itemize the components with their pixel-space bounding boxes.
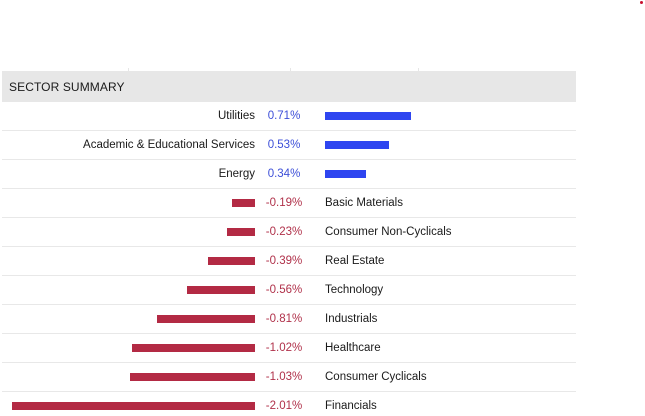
sector-row[interactable]: Utilities 0.71% xyxy=(2,102,576,131)
positive-change-bar xyxy=(325,141,389,149)
panel-title: SECTOR SUMMARY xyxy=(9,79,125,94)
sector-change: 0.71% xyxy=(267,110,301,122)
sector-change: -1.03% xyxy=(265,371,303,383)
negative-change-bar xyxy=(232,199,255,207)
sector-row[interactable]: Healthcare -1.02% xyxy=(2,334,576,363)
sector-name: Consumer Cyclicals xyxy=(325,371,427,383)
sector-change: 0.34% xyxy=(267,168,301,180)
sector-name: Basic Materials xyxy=(325,197,403,209)
sector-change: -2.01% xyxy=(265,400,303,412)
sector-row[interactable]: Basic Materials -0.19% xyxy=(2,189,576,218)
sector-name: Healthcare xyxy=(325,342,381,354)
sector-row[interactable]: Technology -0.56% xyxy=(2,276,576,305)
sector-row[interactable]: Consumer Non-Cyclicals -0.23% xyxy=(2,218,576,247)
sector-name: Utilities xyxy=(217,110,255,122)
sector-name: Financials xyxy=(325,400,377,412)
top-divider-ticks xyxy=(0,68,576,72)
sector-row[interactable]: Real Estate -0.39% xyxy=(2,247,576,276)
sector-row[interactable]: Consumer Cyclicals -1.03% xyxy=(2,363,576,392)
sector-name: Academic & Educational Services xyxy=(83,139,255,151)
negative-change-bar xyxy=(227,228,255,236)
sector-change: -1.02% xyxy=(265,342,303,354)
positive-change-bar xyxy=(325,170,366,178)
sector-change: -0.23% xyxy=(265,226,303,238)
sector-name: Consumer Non-Cyclicals xyxy=(325,226,452,238)
sector-row[interactable]: Academic & Educational Services 0.53% xyxy=(2,131,576,160)
sector-row[interactable]: Industrials -0.81% xyxy=(2,305,576,334)
negative-change-bar xyxy=(130,373,255,381)
positive-change-bar xyxy=(325,112,411,120)
sector-row[interactable]: Financials -2.01% xyxy=(2,392,576,416)
negative-change-bar xyxy=(208,257,255,265)
sector-list: Utilities 0.71% Academic & Educational Ser… xyxy=(2,102,576,416)
panel-header: SECTOR SUMMARY xyxy=(2,71,576,102)
sector-name: Technology xyxy=(325,284,384,296)
sector-change: 0.53% xyxy=(267,139,301,151)
sector-row[interactable]: Energy 0.34% xyxy=(2,160,576,189)
sector-change: -0.19% xyxy=(265,197,303,209)
negative-change-bar xyxy=(132,344,255,352)
negative-change-bar xyxy=(187,286,255,294)
notification-dot xyxy=(640,1,643,4)
sector-name: Real Estate xyxy=(325,255,385,267)
sector-name: Industrials xyxy=(325,313,378,325)
negative-change-bar xyxy=(12,402,255,410)
sector-change: -0.81% xyxy=(265,313,303,325)
sector-change: -0.56% xyxy=(265,284,303,296)
sector-change: -0.39% xyxy=(265,255,303,267)
sector-name: Energy xyxy=(218,168,255,180)
sector-summary-panel: SECTOR SUMMARY Utilities 0.71% Academic & … xyxy=(2,71,576,416)
negative-change-bar xyxy=(157,315,255,323)
